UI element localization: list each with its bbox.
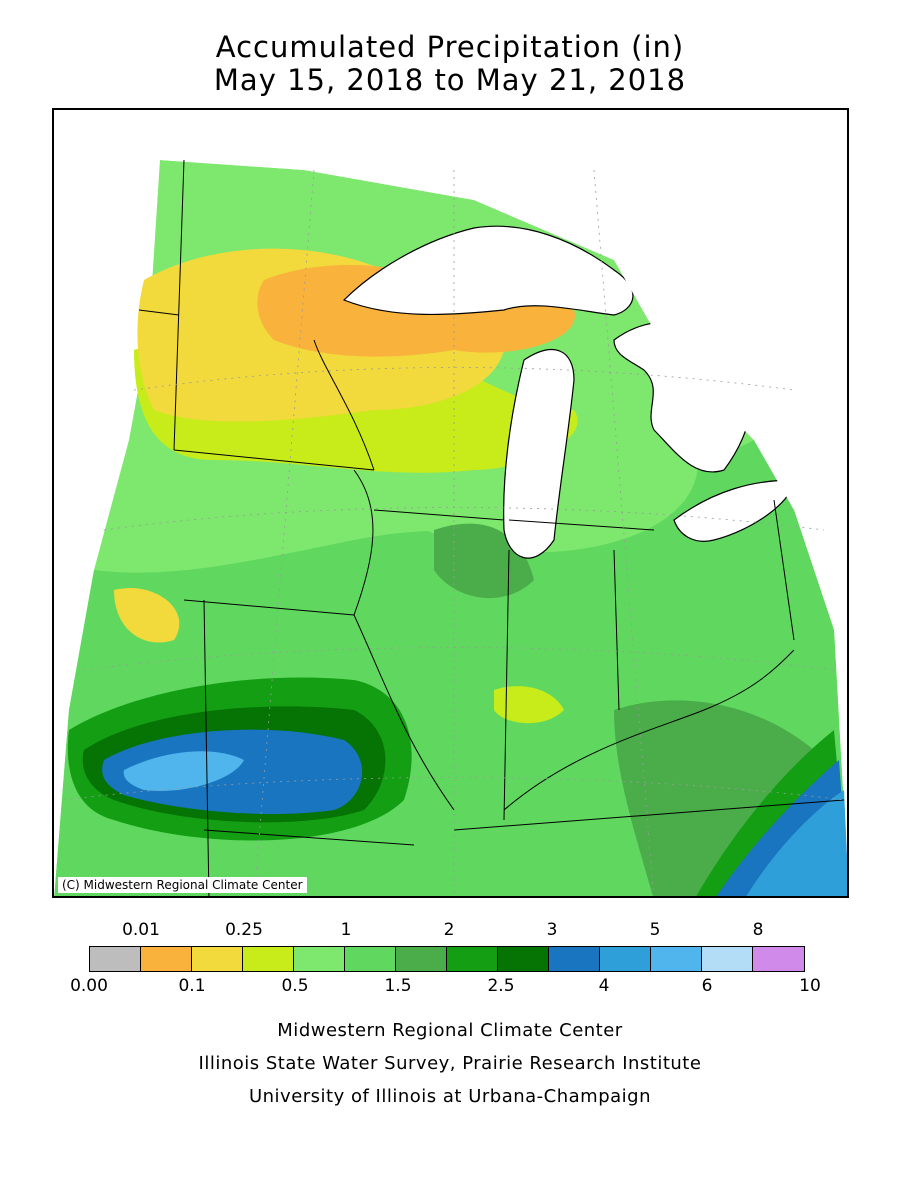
legend-bottom-label: 10 bbox=[799, 976, 821, 996]
legend-swatch bbox=[90, 947, 141, 971]
border-oh-pa bbox=[773, 499, 795, 641]
border-wi-mn bbox=[313, 339, 375, 471]
border-ks-mo bbox=[203, 599, 210, 896]
legend-top-label: 8 bbox=[752, 920, 764, 940]
legend-top-label: 2 bbox=[443, 920, 455, 940]
border-mn-west bbox=[173, 159, 185, 451]
legend-swatch bbox=[447, 947, 498, 971]
legend-swatch bbox=[600, 947, 651, 971]
legend-swatch bbox=[294, 947, 345, 971]
legend-top-label: 0.25 bbox=[225, 920, 263, 940]
border-mo-ar bbox=[203, 829, 415, 846]
legend-bottom-label: 0.5 bbox=[281, 976, 309, 996]
precip-band-blue-se bbox=[746, 790, 847, 896]
legend-swatch bbox=[396, 947, 447, 971]
precip-band-yellow-illinois bbox=[494, 686, 564, 724]
credit-isws: Illinois State Water Survey, Prairie Res… bbox=[198, 1053, 702, 1074]
legend-bottom-label: 6 bbox=[701, 976, 713, 996]
grid-line bbox=[253, 169, 315, 896]
border-nd-sd bbox=[138, 309, 180, 316]
legend-swatch bbox=[498, 947, 549, 971]
border-ohio-river bbox=[503, 649, 795, 811]
lake-superior bbox=[342, 225, 634, 316]
border-mi-in bbox=[508, 519, 655, 531]
legend-swatch bbox=[192, 947, 243, 971]
legend-swatch bbox=[549, 947, 600, 971]
legend-swatch bbox=[702, 947, 753, 971]
legend-top-label: 5 bbox=[649, 920, 661, 940]
map-title: Accumulated Precipitation (in) bbox=[215, 30, 685, 64]
legend-swatch bbox=[651, 947, 702, 971]
border-il-in bbox=[503, 549, 510, 821]
border-in-oh bbox=[613, 549, 620, 711]
border-ia-mo bbox=[183, 599, 355, 616]
border-il-mo bbox=[353, 614, 455, 811]
grid-line bbox=[103, 507, 825, 531]
lake-michigan bbox=[503, 349, 575, 559]
copyright-note: (C) Midwestern Regional Climate Center bbox=[58, 877, 307, 893]
grid-line bbox=[133, 367, 795, 391]
legend: 0.01 0.25 1 2 3 5 8 0.00 0.1 0.5 1.5 2.5… bbox=[0, 920, 900, 1010]
legend-swatch bbox=[345, 947, 396, 971]
legend-swatch bbox=[141, 947, 192, 971]
precipitation-map: (C) Midwestern Regional Climate Center bbox=[52, 108, 849, 898]
precip-band-blue-sw bbox=[123, 751, 244, 791]
lake-erie bbox=[673, 479, 795, 542]
legend-bottom-label: 1.5 bbox=[384, 976, 412, 996]
canada-area bbox=[160, 110, 847, 510]
precipitation-map-svg bbox=[54, 110, 847, 896]
legend-color-bar bbox=[89, 946, 805, 972]
grid-line bbox=[63, 777, 845, 801]
border-ky-tn bbox=[453, 799, 845, 831]
legend-swatch bbox=[753, 947, 804, 971]
legend-bottom-label: 0.1 bbox=[178, 976, 206, 996]
lat-lon-grid bbox=[63, 169, 845, 896]
legend-top-label: 3 bbox=[546, 920, 558, 940]
legend-bottom-label: 0.00 bbox=[70, 976, 108, 996]
legend-top-label: 1 bbox=[340, 920, 352, 940]
grid-line bbox=[83, 647, 835, 671]
credit-uiuc: University of Illinois at Urbana-Champai… bbox=[248, 1086, 652, 1107]
precip-band-yellow-iowa bbox=[114, 588, 180, 643]
legend-bottom-label: 4 bbox=[598, 976, 610, 996]
border-wi-il bbox=[373, 509, 505, 521]
border-ia-il bbox=[353, 469, 374, 616]
legend-swatch bbox=[243, 947, 294, 971]
state-borders bbox=[138, 159, 845, 896]
map-date-range: May 15, 2018 to May 21, 2018 bbox=[213, 63, 687, 97]
credit-mrcc: Midwestern Regional Climate Center bbox=[277, 1020, 623, 1041]
grid-line bbox=[593, 169, 655, 896]
legend-bottom-label: 2.5 bbox=[487, 976, 515, 996]
border-mn-ia bbox=[173, 449, 375, 471]
legend-top-label: 0.01 bbox=[122, 920, 160, 940]
